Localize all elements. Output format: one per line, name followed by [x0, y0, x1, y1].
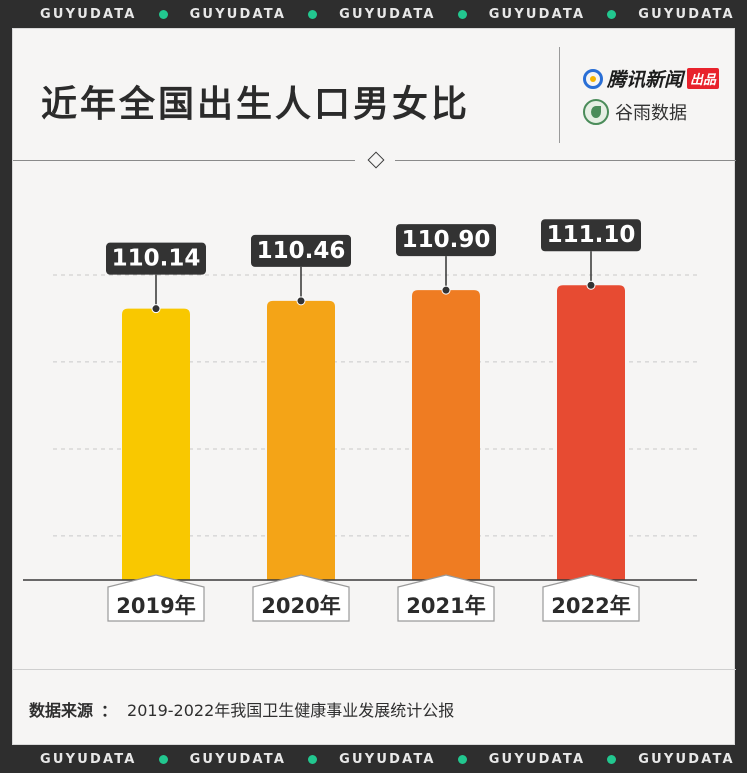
- header-rule-right: [395, 160, 736, 161]
- x-label-tag: [397, 574, 495, 622]
- tencent-logo-badge: 出品: [687, 68, 720, 89]
- ribbon-word: GUYUDATA: [189, 6, 287, 22]
- footer-divider: [13, 669, 736, 670]
- value-label-box: [106, 242, 206, 275]
- ribbon-dot-icon: [308, 9, 318, 19]
- value-label: 110.14: [112, 246, 201, 272]
- value-label: 110.90: [402, 227, 491, 253]
- bar: [412, 290, 480, 580]
- value-label-box: [396, 224, 496, 257]
- bar-chart: 2019年 2020年 2021年 2022年 110.14 110.46 110.90 1…: [23, 219, 697, 622]
- value-label: 111.10: [547, 222, 636, 248]
- ribbon-word: GUYUDATA: [488, 751, 586, 767]
- source-text: 2019-2022年我国卫生健康事业发展统计公报: [127, 701, 455, 720]
- value-label-box: [541, 219, 641, 252]
- x-tick-label: 2019年: [116, 594, 195, 618]
- tencent-news-logo: 腾讯新闻 出品: [583, 65, 720, 92]
- x-tick-label: 2020年: [261, 594, 340, 618]
- ribbon-dot-icon: [607, 754, 617, 764]
- tencent-logo-text: 腾讯新闻: [607, 69, 684, 91]
- x-label-tag: [542, 574, 640, 622]
- ribbon-dot-icon: [457, 754, 467, 764]
- bar: [122, 308, 190, 580]
- source-colon: ：: [101, 701, 118, 720]
- header-divider: [559, 47, 560, 143]
- ribbon-dot-icon: [158, 9, 168, 19]
- header-rule-left: [13, 160, 355, 161]
- chart-card: 近年全国出生人口男女比 腾讯新闻 出品 谷雨数据 2019年 2020年 2021年…: [12, 28, 736, 745]
- ribbon-word: GUYUDATA: [638, 6, 735, 22]
- chart-bars: [122, 285, 625, 580]
- tencent-logo-icon: [583, 68, 603, 89]
- source-label: 数据来源: [29, 701, 94, 720]
- ribbon-word: GUYUDATA: [40, 751, 137, 767]
- ribbon-word: GUYUDATA: [189, 751, 287, 767]
- x-label-tag: [107, 574, 205, 622]
- value-dot: [151, 304, 161, 314]
- ribbon-word: GUYUDATA: [488, 6, 586, 22]
- bar: [267, 300, 335, 580]
- guyu-logo-text: 谷雨数据: [615, 103, 687, 124]
- x-tick-label: 2021年: [406, 594, 485, 618]
- x-label-tag: [252, 574, 350, 622]
- guyu-logo-icon: [583, 99, 609, 125]
- x-tick-label: 2022年: [551, 594, 630, 618]
- ribbon-dot-icon: [607, 9, 617, 19]
- ribbon-word: GUYUDATA: [339, 6, 436, 22]
- bottom-ribbon: GUYUDATA GUYUDATA GUYUDATA GUYUDATA GUYUDATA: [0, 745, 747, 773]
- guyu-data-logo: 谷雨数据: [583, 99, 687, 125]
- value-dot: [296, 296, 306, 306]
- source-note: 数据来源 ： 2019-2022年我国卫生健康事业发展统计公报: [29, 697, 454, 721]
- value-label-box: [251, 234, 351, 267]
- value-labels: 110.14 110.46 110.90 111.10: [106, 219, 641, 314]
- x-axis-labels: 2019年 2020年 2021年 2022年: [107, 574, 640, 622]
- page-title: 近年全国出生人口男女比: [41, 84, 471, 125]
- ribbon-dot-icon: [457, 9, 467, 19]
- ribbon-dot-icon: [308, 754, 318, 764]
- ribbon-word: GUYUDATA: [40, 6, 137, 22]
- ribbon-dot-icon: [158, 754, 168, 764]
- value-dot: [441, 285, 451, 295]
- bar: [557, 285, 625, 580]
- top-ribbon: GUYUDATA GUYUDATA GUYUDATA GUYUDATA GUYUDATA: [0, 0, 747, 28]
- value-label: 110.46: [257, 238, 346, 264]
- ribbon-word: GUYUDATA: [638, 751, 735, 767]
- value-dot: [586, 280, 596, 290]
- ribbon-word: GUYUDATA: [339, 751, 436, 767]
